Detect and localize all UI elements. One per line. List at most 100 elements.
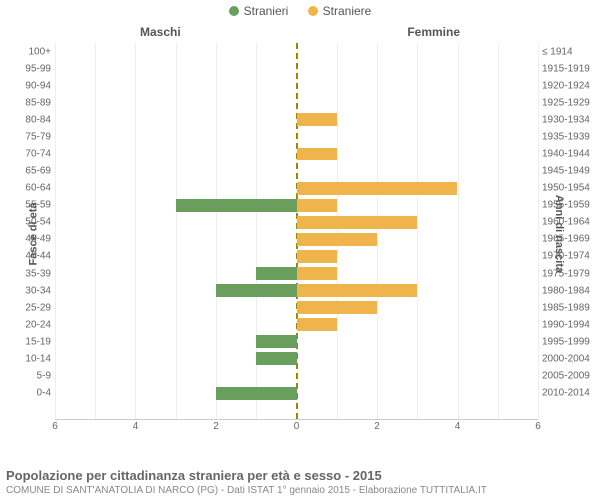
- legend-dot-female: [308, 6, 318, 16]
- pyramid-row: 100+≤ 1914: [55, 43, 538, 60]
- pyramid-row: 80-841930-1934: [55, 111, 538, 128]
- rows-container: 100+≤ 191495-991915-191990-941920-192485…: [55, 43, 538, 419]
- pyramid-row: 60-641950-1954: [55, 180, 538, 197]
- age-label: 40-44: [13, 251, 51, 262]
- birth-label: 1955-1959: [542, 200, 598, 211]
- bar-female: [297, 182, 458, 195]
- chart-container: Stranieri Straniere Maschi Femmine Fasce…: [0, 0, 600, 500]
- chart-area: Maschi Femmine Fasce di età Anni di nasc…: [0, 19, 600, 449]
- x-tick: 6: [52, 421, 58, 432]
- pyramid-row: 40-441970-1974: [55, 248, 538, 265]
- bar-female: [297, 301, 377, 314]
- pyramid-row: 25-291985-1989: [55, 299, 538, 316]
- bar-female: [297, 284, 418, 297]
- bar-female: [297, 216, 418, 229]
- bar-female: [297, 267, 337, 280]
- age-label: 25-29: [13, 302, 51, 313]
- birth-label: 2000-2004: [542, 353, 598, 364]
- age-label: 80-84: [13, 114, 51, 125]
- gender-label-female: Femmine: [407, 25, 460, 39]
- pyramid-row: 55-591955-1959: [55, 197, 538, 214]
- age-label: 0-4: [13, 388, 51, 399]
- bar-male: [256, 352, 296, 365]
- age-label: 45-49: [13, 234, 51, 245]
- x-tick: 2: [374, 421, 380, 432]
- legend: Stranieri Straniere: [0, 0, 600, 19]
- pyramid-row: 75-791935-1939: [55, 128, 538, 145]
- birth-label: 1970-1974: [542, 251, 598, 262]
- bar-male: [256, 267, 296, 280]
- birth-label: 1940-1944: [542, 149, 598, 160]
- birth-label: 1990-1994: [542, 319, 598, 330]
- age-label: 75-79: [13, 131, 51, 142]
- gender-label-male: Maschi: [140, 25, 181, 39]
- birth-label: 1975-1979: [542, 268, 598, 279]
- footer: Popolazione per cittadinanza straniera p…: [6, 468, 594, 496]
- birth-label: 1930-1934: [542, 114, 598, 125]
- pyramid-row: 15-191995-1999: [55, 333, 538, 350]
- birth-label: 1935-1939: [542, 131, 598, 142]
- gridline: [538, 43, 539, 419]
- age-label: 10-14: [13, 353, 51, 364]
- birth-label: 2010-2014: [542, 388, 598, 399]
- pyramid-row: 30-341980-1984: [55, 282, 538, 299]
- footer-title: Popolazione per cittadinanza straniera p…: [6, 468, 594, 483]
- birth-label: 1925-1929: [542, 97, 598, 108]
- bar-female: [297, 233, 377, 246]
- pyramid-row: 90-941920-1924: [55, 77, 538, 94]
- bar-female: [297, 250, 337, 263]
- bar-female: [297, 113, 337, 126]
- bar-male: [216, 387, 296, 400]
- bar-male: [256, 335, 296, 348]
- age-label: 15-19: [13, 336, 51, 347]
- legend-label-male: Stranieri: [244, 4, 289, 18]
- pyramid-row: 70-741940-1944: [55, 145, 538, 162]
- x-tick: 6: [535, 421, 541, 432]
- bar-female: [297, 199, 337, 212]
- age-label: 85-89: [13, 97, 51, 108]
- legend-label-female: Straniere: [323, 4, 372, 18]
- birth-label: 1960-1964: [542, 217, 598, 228]
- age-label: 65-69: [13, 166, 51, 177]
- birth-label: 1950-1954: [542, 183, 598, 194]
- x-baseline: [55, 419, 538, 420]
- bar-female: [297, 318, 337, 331]
- age-label: 55-59: [13, 200, 51, 211]
- birth-label: 1915-1919: [542, 63, 598, 74]
- age-label: 5-9: [13, 371, 51, 382]
- bar-male: [176, 199, 297, 212]
- age-label: 60-64: [13, 183, 51, 194]
- x-tick: 4: [455, 421, 461, 432]
- x-tick: 0: [294, 421, 300, 432]
- birth-label: 1965-1969: [542, 234, 598, 245]
- birth-label: ≤ 1914: [542, 46, 598, 57]
- birth-label: 1985-1989: [542, 302, 598, 313]
- pyramid-row: 45-491965-1969: [55, 231, 538, 248]
- x-tick: 4: [133, 421, 139, 432]
- pyramid-row: 5-92005-2009: [55, 367, 538, 384]
- age-label: 95-99: [13, 63, 51, 74]
- birth-label: 1920-1924: [542, 80, 598, 91]
- birth-label: 2005-2009: [542, 371, 598, 382]
- pyramid-row: 50-541960-1964: [55, 214, 538, 231]
- pyramid-row: 20-241990-1994: [55, 316, 538, 333]
- age-label: 90-94: [13, 80, 51, 91]
- x-tick: 2: [213, 421, 219, 432]
- age-label: 70-74: [13, 149, 51, 160]
- bar-female: [297, 148, 337, 161]
- birth-label: 1980-1984: [542, 285, 598, 296]
- pyramid-row: 65-691945-1949: [55, 163, 538, 180]
- birth-label: 1945-1949: [542, 166, 598, 177]
- age-label: 50-54: [13, 217, 51, 228]
- age-label: 20-24: [13, 319, 51, 330]
- legend-item-female: Straniere: [308, 4, 372, 18]
- pyramid-row: 95-991915-1919: [55, 60, 538, 77]
- pyramid-row: 0-42010-2014: [55, 385, 538, 402]
- legend-dot-male: [229, 6, 239, 16]
- bar-male: [216, 284, 296, 297]
- x-axis: 6 4 2 0 2 4 6: [55, 421, 538, 437]
- footer-subtitle: COMUNE DI SANT'ANATOLIA DI NARCO (PG) - …: [6, 485, 594, 496]
- pyramid-row: 35-391975-1979: [55, 265, 538, 282]
- legend-item-male: Stranieri: [229, 4, 289, 18]
- age-label: 100+: [13, 46, 51, 57]
